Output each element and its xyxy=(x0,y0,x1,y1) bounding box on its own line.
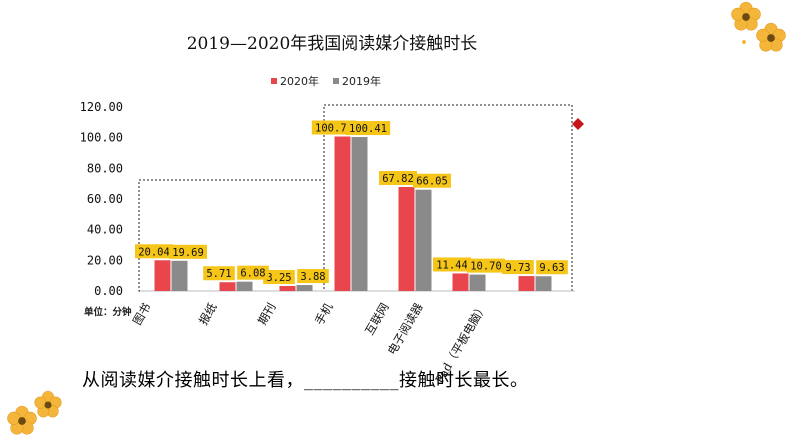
diamond-marker xyxy=(572,118,584,130)
category-label: 图书 xyxy=(130,301,154,328)
legend-swatch xyxy=(333,78,339,84)
bar-2020 xyxy=(452,273,469,291)
data-label: 19.69 xyxy=(172,247,204,259)
chart-title: 2019—2020年我国阅读媒介接触时长 xyxy=(187,34,478,54)
bar-2020 xyxy=(219,282,236,291)
flower-icon xyxy=(731,1,761,31)
category-label: 互联网 xyxy=(362,301,391,338)
data-label: 9.63 xyxy=(539,262,564,274)
data-label: 67.82 xyxy=(382,173,414,185)
flower-decorations xyxy=(7,1,786,435)
bar-2019 xyxy=(469,274,486,291)
data-label-box xyxy=(311,120,357,135)
chart-legend: 2020年 2019年 xyxy=(271,74,381,88)
bar-2019 xyxy=(351,137,368,291)
y-tick-label: 100.00 xyxy=(80,131,123,145)
y-tick-label: 80.00 xyxy=(87,161,123,175)
bar-2020 xyxy=(518,276,535,291)
question-suffix: 接触时长最长。 xyxy=(399,370,529,391)
data-label: 10.70 xyxy=(470,261,502,273)
data-label-box xyxy=(536,260,568,275)
data-label: 9.73 xyxy=(505,262,530,274)
data-label-box xyxy=(467,258,505,273)
data-label-box xyxy=(263,270,295,285)
category-label: 手机 xyxy=(312,300,336,327)
data-label-box xyxy=(433,257,471,272)
answer-blank[interactable]: __________ xyxy=(304,370,399,391)
bar-2020 xyxy=(279,286,296,291)
flower-icon xyxy=(7,405,37,435)
legend-label: 2019年 xyxy=(342,74,381,88)
data-label-box xyxy=(502,260,534,275)
data-label: 100.75 xyxy=(315,123,353,135)
data-label-box xyxy=(413,173,451,188)
data-label-box xyxy=(135,244,173,259)
bar-2020 xyxy=(334,136,351,291)
bar-2019 xyxy=(535,276,552,291)
data-label-box xyxy=(379,171,417,186)
data-label: 20.04 xyxy=(138,246,170,258)
data-label: 5.71 xyxy=(206,268,231,280)
data-label-box xyxy=(345,121,391,136)
data-label: 11.44 xyxy=(436,259,468,271)
flower-icon xyxy=(34,391,62,418)
y-axis: 0.00 20.00 40.00 60.00 80.00 100.00 120.00 xyxy=(80,100,575,298)
data-label-box xyxy=(237,265,269,280)
data-label: 6.08 xyxy=(240,268,265,280)
bar-2019 xyxy=(171,260,188,291)
data-label: 100.41 xyxy=(349,123,387,135)
data-labels: 20.04 5.71 3.25 100.75 67.82 11.44 9.73 19.69 6.… xyxy=(135,120,568,285)
data-label-box xyxy=(297,269,329,284)
bar-2019 xyxy=(296,285,313,291)
legend-swatch xyxy=(271,78,277,84)
y-tick-label: 60.00 xyxy=(87,192,123,206)
data-label: 66.05 xyxy=(416,176,448,188)
bar-2019 xyxy=(236,281,253,291)
category-label: 报纸 xyxy=(196,300,220,327)
legend-label: 2020年 xyxy=(280,74,319,88)
unit-label: 单位：分钟 xyxy=(84,306,132,318)
question-prefix: 从阅读媒介接触时长上看， xyxy=(82,370,304,391)
y-tick-label: 40.00 xyxy=(87,223,123,237)
data-label-box xyxy=(203,266,235,281)
data-label-box xyxy=(169,244,207,259)
category-label: 期刊 xyxy=(255,301,279,328)
data-label: 3.25 xyxy=(266,272,291,284)
data-label: 3.88 xyxy=(300,271,325,283)
bar-2019 xyxy=(415,189,432,291)
bars xyxy=(154,136,552,291)
bar-2020 xyxy=(154,260,171,291)
y-tick-label: 0.00 xyxy=(94,284,123,298)
y-tick-label: 120.00 xyxy=(80,100,123,114)
question-sentence: 从阅读媒介接触时长上看，__________接触时长最长。 xyxy=(82,366,529,392)
flower-icon xyxy=(756,22,786,52)
y-tick-label: 20.00 xyxy=(87,253,123,267)
bar-2020 xyxy=(398,187,415,291)
